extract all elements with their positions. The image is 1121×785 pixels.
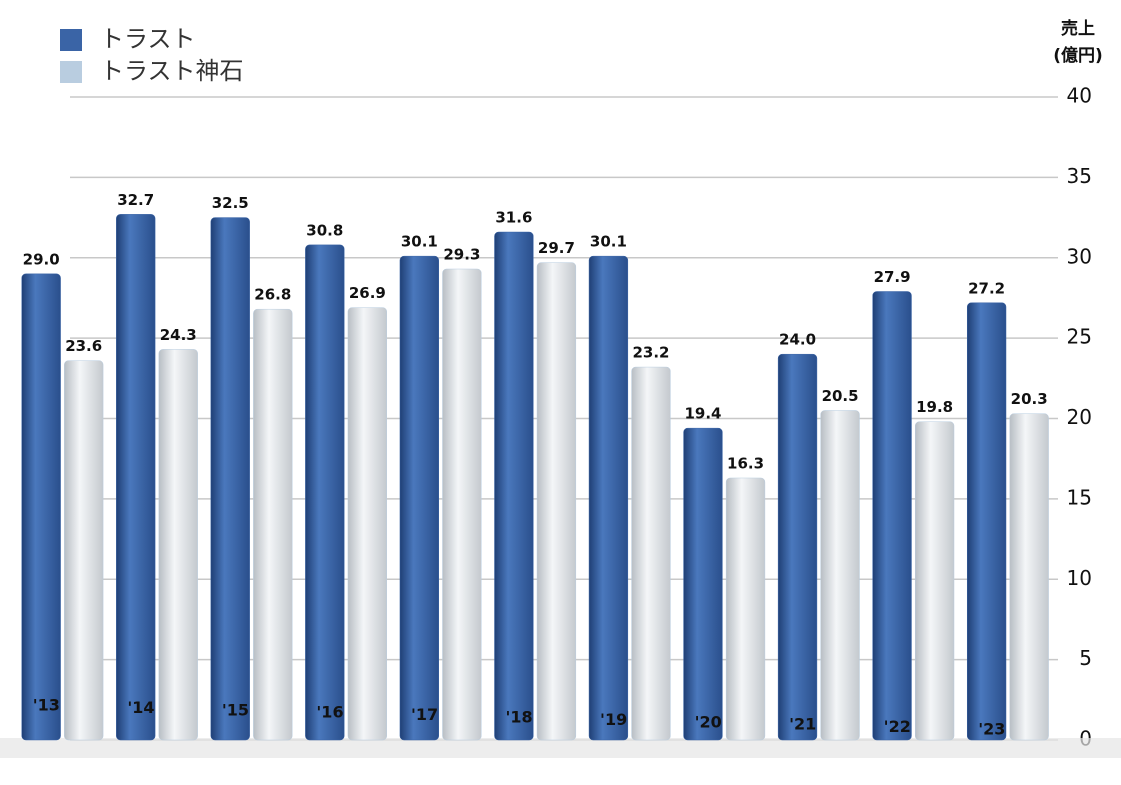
value-label: 27.9 xyxy=(874,268,911,286)
bar xyxy=(253,308,293,741)
x-tick-label: '17 xyxy=(411,705,438,724)
x-tick-label: '23 xyxy=(978,720,1005,739)
value-label: 29.3 xyxy=(443,246,480,264)
bar xyxy=(966,302,1007,741)
bar xyxy=(347,307,387,741)
legend-label: トラスト神石 xyxy=(100,57,244,85)
bar xyxy=(631,366,671,741)
value-label: 26.8 xyxy=(254,286,291,304)
bar xyxy=(588,255,629,741)
x-tick-label: '19 xyxy=(600,710,627,729)
value-label: 24.3 xyxy=(160,326,197,344)
value-label: 31.6 xyxy=(495,209,532,227)
y-tick-label: 40 xyxy=(1067,84,1092,108)
x-tick-label: '16 xyxy=(316,703,343,722)
y-tick-label: 10 xyxy=(1067,566,1092,590)
bar xyxy=(725,477,766,741)
bar xyxy=(494,231,534,741)
x-tick-label: '18 xyxy=(506,708,533,727)
value-label: 23.6 xyxy=(65,337,102,355)
x-tick-label: '20 xyxy=(695,712,722,731)
value-label: 19.8 xyxy=(916,398,953,416)
legend-swatch xyxy=(60,61,82,83)
value-label: 20.5 xyxy=(822,387,859,405)
bar xyxy=(399,255,439,741)
legend-swatch xyxy=(60,29,82,51)
bar xyxy=(116,214,156,741)
x-tick-label: '22 xyxy=(884,717,911,736)
y-axis-unit: (億円) xyxy=(1053,45,1103,66)
bar xyxy=(683,427,723,741)
value-label: 27.2 xyxy=(968,279,1005,297)
value-label: 29.7 xyxy=(538,239,575,257)
value-label: 32.7 xyxy=(117,191,154,209)
bar xyxy=(1009,413,1049,741)
bar xyxy=(442,268,482,741)
y-tick-label: 30 xyxy=(1067,244,1092,268)
value-label: 32.5 xyxy=(212,194,249,212)
y-tick-label: 35 xyxy=(1067,164,1092,188)
value-label: 19.4 xyxy=(684,405,721,423)
x-tick-label: '14 xyxy=(127,698,154,717)
bar xyxy=(820,410,860,741)
value-label: 30.8 xyxy=(306,221,343,239)
value-label: 29.0 xyxy=(23,250,60,268)
bar xyxy=(210,217,250,741)
bar xyxy=(872,291,912,741)
value-label: 30.1 xyxy=(401,233,438,251)
bar xyxy=(777,353,818,741)
y-tick-label: 5 xyxy=(1079,646,1092,670)
value-label: 30.1 xyxy=(590,233,627,251)
value-label: 23.2 xyxy=(632,344,669,362)
x-tick-label: '21 xyxy=(789,715,816,734)
value-label: 16.3 xyxy=(727,454,764,472)
x-tick-label: '15 xyxy=(222,700,249,719)
legend-label: トラスト xyxy=(100,25,196,53)
y-axis-label: 売上 xyxy=(1061,18,1095,39)
value-label: 20.3 xyxy=(1011,390,1048,408)
value-label: 26.9 xyxy=(349,284,386,302)
bar xyxy=(536,262,577,741)
bar xyxy=(21,273,61,741)
y-tick-label: 15 xyxy=(1067,485,1092,509)
x-tick-label: '13 xyxy=(33,696,60,715)
floor-shadow xyxy=(0,738,1121,758)
y-tick-label: 20 xyxy=(1067,405,1092,429)
bar xyxy=(64,360,104,741)
bar xyxy=(305,244,345,741)
bar xyxy=(158,349,198,741)
value-label: 24.0 xyxy=(779,331,816,349)
y-tick-label: 25 xyxy=(1067,325,1092,349)
bar xyxy=(914,421,955,741)
